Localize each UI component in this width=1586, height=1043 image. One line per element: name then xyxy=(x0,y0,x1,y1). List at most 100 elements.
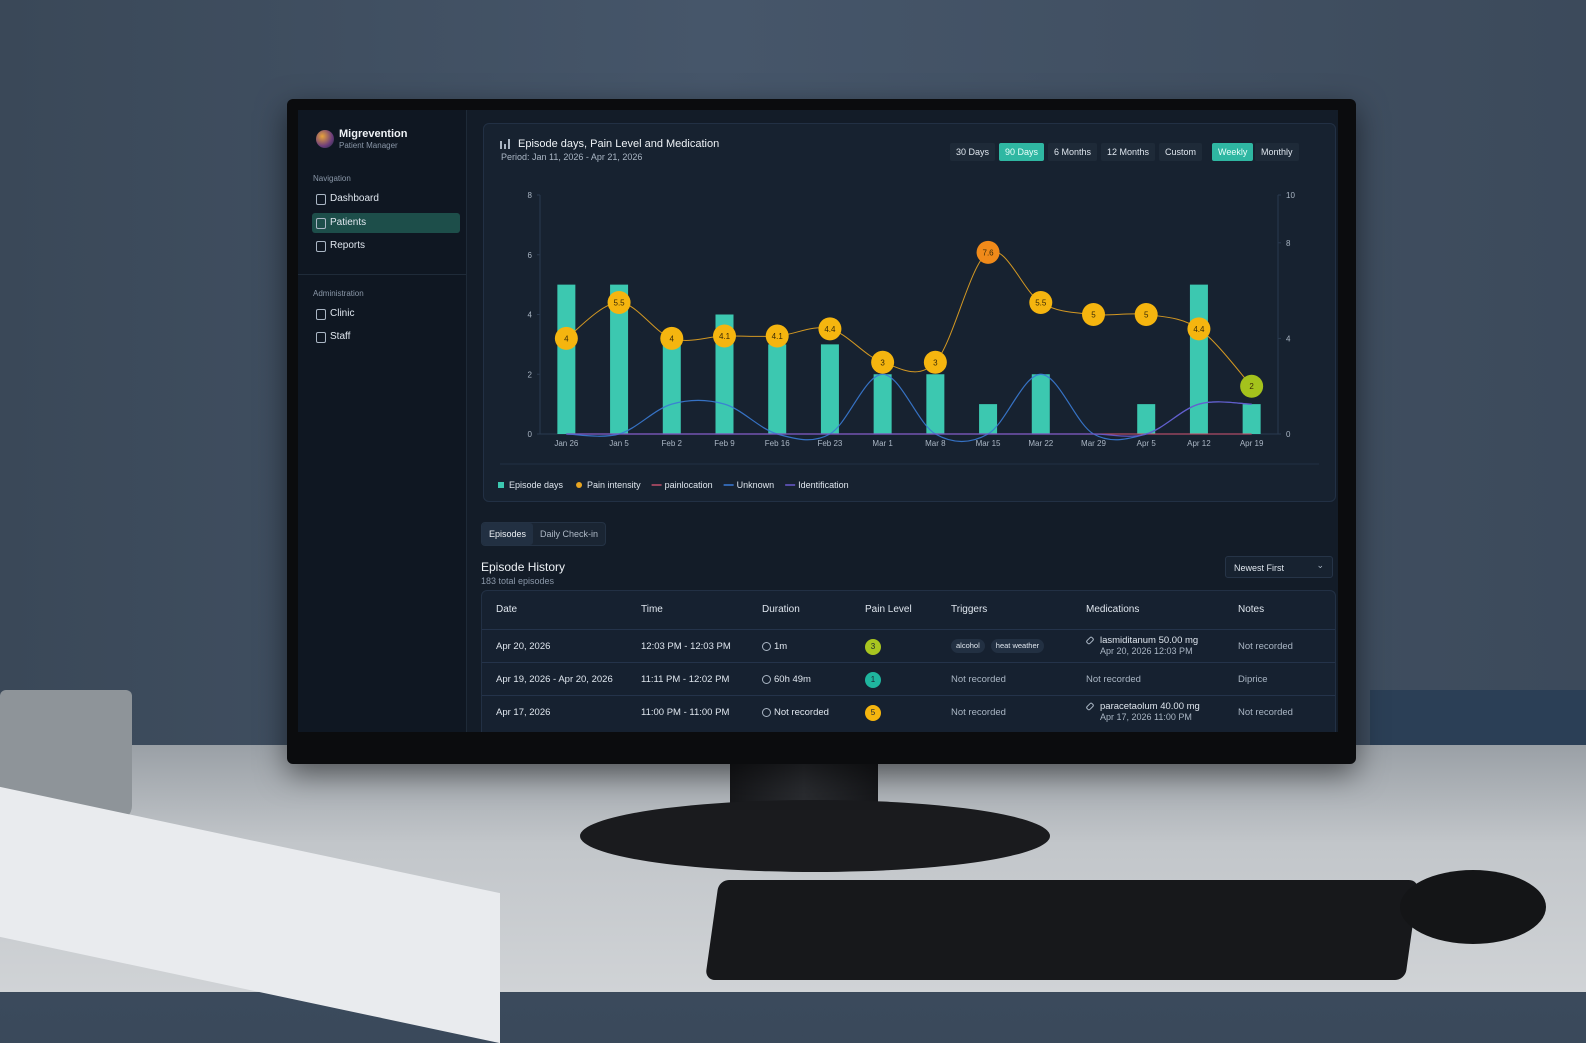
pain-badge: 1 xyxy=(865,672,881,688)
monitor-base xyxy=(580,800,1050,872)
legend-label: Episode days xyxy=(509,480,564,490)
medication-cell: lasmiditanum 50.00 mg Apr 20, 2026 12:03 … xyxy=(1100,635,1198,657)
tab[interactable]: Daily Check-in xyxy=(540,529,599,539)
x-tick-label: Jan 5 xyxy=(609,439,629,448)
keyboard xyxy=(704,880,1420,980)
x-tick-label: Apr 12 xyxy=(1187,439,1211,448)
column-header: Date xyxy=(496,604,518,615)
nav-item[interactable]: Staff xyxy=(312,327,460,347)
clock-icon xyxy=(762,675,771,684)
data-label: 4 xyxy=(564,334,569,343)
notes-cell: Not recorded xyxy=(1238,707,1293,718)
pain-point xyxy=(1134,303,1158,326)
pain-point xyxy=(1082,303,1105,326)
logo xyxy=(316,130,334,148)
range-button[interactable]: Monthly xyxy=(1255,143,1299,161)
nav-item[interactable]: Reports xyxy=(312,236,460,256)
y2-tick-label: 0 xyxy=(1286,430,1291,439)
triggers-cell: Not recorded xyxy=(951,674,1006,685)
data-label: 4.4 xyxy=(824,325,836,334)
y-tick-label: 6 xyxy=(528,251,533,260)
range-button[interactable]: 30 Days xyxy=(950,143,996,161)
data-label: 5 xyxy=(1091,311,1096,320)
x-tick-label: Apr 5 xyxy=(1137,439,1157,448)
data-label: 3 xyxy=(880,358,885,367)
x-tick-label: Mar 1 xyxy=(872,439,893,448)
series-line xyxy=(566,373,1252,443)
chart-card: Episode days, Pain Level and Medication … xyxy=(483,123,1336,502)
date-cell: Apr 17, 2026 xyxy=(496,707,551,718)
medication-time: Apr 17, 2026 11:00 PM xyxy=(1100,712,1192,722)
data-label: 5 xyxy=(1144,311,1149,320)
column-header: Triggers xyxy=(951,604,988,615)
x-tick-label: Feb 16 xyxy=(765,439,790,448)
duration-cell: 60h 49m xyxy=(774,674,811,685)
table-row: Apr 20, 2026 12:03 PM - 12:03 PM 1m 3 alcoho… xyxy=(482,629,1335,663)
time-cell: 11:11 PM - 12:02 PM xyxy=(641,674,730,685)
tab[interactable]: Episodes xyxy=(482,523,534,545)
table-row: Apr 19, 2026 - Apr 20, 2026 11:11 PM - 12… xyxy=(482,662,1335,696)
nav-item[interactable]: Clinic xyxy=(312,304,460,324)
bar xyxy=(1137,404,1156,434)
y2-tick-label: 8 xyxy=(1286,239,1291,248)
page: { "app": {"name": "Migrevention", "subti… xyxy=(0,0,1586,992)
data-label: 5.5 xyxy=(1035,299,1047,308)
link-icon xyxy=(1085,701,1095,712)
bar xyxy=(873,374,892,434)
y-tick-label: 4 xyxy=(528,311,533,320)
chart-icon xyxy=(504,144,506,149)
column-header: Pain Level xyxy=(865,604,912,615)
app-subtitle: Patient Manager xyxy=(339,141,398,150)
date-cell: Apr 19, 2026 - Apr 20, 2026 xyxy=(496,674,613,685)
mouse xyxy=(1400,870,1546,944)
notes-cell: Not recorded xyxy=(1238,641,1293,652)
y2-tick-label: 10 xyxy=(1286,191,1295,200)
range-button[interactable]: 12 Months xyxy=(1101,143,1156,161)
pain-point xyxy=(1187,317,1211,341)
nav-item[interactable]: Patients xyxy=(312,212,460,233)
screen: Migrevention Patient Manager Navigation D… xyxy=(298,110,1338,732)
chart-icon xyxy=(500,141,502,149)
x-tick-label: Jan 26 xyxy=(554,439,579,448)
bar xyxy=(820,344,839,434)
pain-point xyxy=(765,324,789,348)
nav-item[interactable]: Dashboard xyxy=(312,189,460,209)
legend-swatch xyxy=(576,482,583,488)
sort-select[interactable]: Newest First xyxy=(1225,554,1333,578)
pain-point xyxy=(713,324,736,348)
pain-point xyxy=(818,317,842,341)
column-header: Time xyxy=(641,604,663,615)
duration-cell: Not recorded xyxy=(774,707,829,718)
chart-title: Episode days, Pain Level and Medication xyxy=(518,138,719,150)
legend-label: Pain intensity xyxy=(587,480,641,490)
tab-bar: Episodes Daily Check-in xyxy=(481,522,606,546)
date-cell: Apr 20, 2026 xyxy=(496,641,551,652)
pain-badge: 3 xyxy=(865,639,881,655)
pain-point xyxy=(871,350,895,374)
data-label: 4 xyxy=(670,334,675,343)
table-row: Apr 17, 2026 11:00 PM - 11:00 PM Not recor… xyxy=(482,695,1335,729)
pain-point xyxy=(554,326,578,350)
pain-point xyxy=(923,350,947,374)
range-button[interactable]: Custom xyxy=(1159,143,1203,161)
bar xyxy=(926,374,945,434)
range-button[interactable]: Weekly xyxy=(1212,143,1254,161)
data-label: 5.5 xyxy=(614,299,626,308)
x-tick-label: Mar 15 xyxy=(976,439,1001,448)
nav-section-title: Navigation xyxy=(313,174,351,183)
column-header: Notes xyxy=(1238,604,1265,615)
legend-swatch xyxy=(498,482,504,488)
clock-icon xyxy=(762,708,771,717)
range-button[interactable]: 6 Months xyxy=(1048,143,1098,161)
medication-cell: Not recorded xyxy=(1086,674,1141,685)
chart-subtitle: Period: Jan 11, 2026 - Apr 21, 2026 xyxy=(501,152,642,162)
x-tick-label: Feb 23 xyxy=(817,439,842,448)
legend-label: Identification xyxy=(798,480,849,490)
section-subtitle: 183 total episodes xyxy=(481,576,555,586)
y-tick-label: 0 xyxy=(528,430,533,439)
section-title: Episode History xyxy=(481,560,566,574)
pain-point xyxy=(1029,291,1053,315)
divider xyxy=(298,273,466,275)
range-button[interactable]: 90 Days xyxy=(999,143,1045,161)
medication-cell: paracetaolum 40.00 mg Apr 17, 2026 11:00 … xyxy=(1100,701,1200,723)
